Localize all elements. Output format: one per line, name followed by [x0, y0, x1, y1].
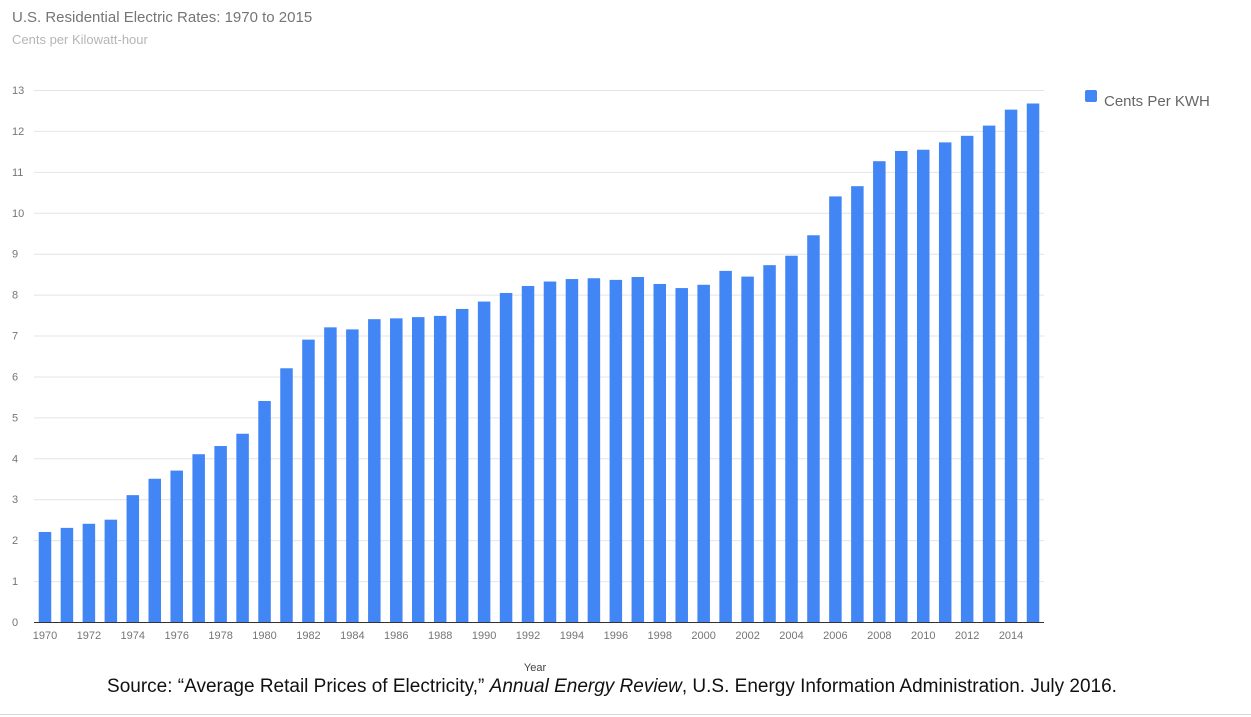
bar-1975 [148, 478, 162, 622]
bar-1973 [104, 519, 118, 622]
bar-1982 [302, 339, 315, 622]
bar-2001 [719, 270, 732, 622]
bar-1996 [609, 279, 623, 622]
x-axis-tick-labels: 1970 1972 1974 1976 1978 1980 1982 1984 1986 1988… [33, 630, 1024, 642]
x-tick-label: 2012 [955, 630, 979, 642]
bar-1986 [390, 318, 403, 622]
bar-2015 [1026, 103, 1040, 622]
x-tick-label: 2002 [735, 630, 759, 642]
bar-1992 [521, 286, 535, 622]
y-tick-label: 9 [12, 249, 18, 261]
bar-2000 [697, 284, 710, 622]
bar-1979 [236, 433, 249, 622]
x-tick-label: 2014 [999, 630, 1023, 642]
bar-series [38, 103, 1040, 623]
source-suffix: , U.S. Energy Information Administration… [681, 676, 1117, 697]
y-tick-label: 5 [12, 412, 18, 424]
y-tick-label: 2 [12, 535, 18, 547]
x-tick-label: 1970 [33, 630, 57, 642]
y-tick-label: 8 [12, 290, 18, 302]
source-prefix: Source: “Average Retail Prices of Electr… [107, 676, 490, 697]
bar-2012 [960, 135, 974, 622]
bar-1999 [675, 288, 688, 622]
x-tick-label: 1982 [296, 630, 320, 642]
footer-divider [0, 714, 1251, 715]
bar-1997 [631, 277, 645, 622]
bar-1988 [433, 315, 447, 622]
y-tick-label: 10 [12, 208, 24, 220]
bar-1993 [543, 281, 557, 622]
bar-1991 [499, 292, 513, 622]
bar-1971 [60, 527, 74, 622]
x-tick-label: 1998 [648, 630, 672, 642]
bar-2011 [938, 142, 952, 622]
x-tick-label: 1972 [77, 630, 101, 642]
gridlines [34, 90, 1044, 583]
bar-2010 [916, 149, 930, 622]
x-tick-label: 2000 [691, 630, 715, 642]
bar-2005 [807, 235, 820, 622]
bar-1978 [214, 446, 227, 622]
x-tick-label: 1990 [472, 630, 496, 642]
x-tick-label: 1988 [428, 630, 452, 642]
bar-2009 [895, 150, 908, 623]
bar-2004 [785, 255, 798, 623]
x-tick-label: 1994 [560, 630, 584, 642]
bar-1976 [170, 470, 183, 622]
x-tick-label: 1992 [516, 630, 540, 642]
bar-2014 [1004, 109, 1018, 622]
y-tick-label: 6 [12, 371, 18, 383]
bar-2008 [873, 161, 886, 622]
legend: Cents Per KWH [1085, 90, 1210, 110]
bar-1974 [126, 495, 140, 622]
chart-title: U.S. Residential Electric Rates: 1970 to… [12, 9, 312, 26]
legend-label: Cents Per KWH [1104, 93, 1210, 110]
bar-2007 [851, 186, 864, 623]
bar-1989 [455, 308, 469, 622]
bar-1981 [280, 368, 293, 622]
y-tick-label: 1 [12, 576, 18, 588]
bar-1990 [477, 301, 491, 622]
x-tick-label: 2008 [867, 630, 891, 642]
x-tick-label: 2010 [911, 630, 935, 642]
legend-swatch [1085, 90, 1097, 102]
x-tick-label: 1974 [121, 630, 145, 642]
x-tick-label: 2004 [779, 630, 803, 642]
bar-2006 [829, 196, 842, 622]
x-tick-label: 1978 [208, 630, 232, 642]
source-publication: Annual Energy Review [489, 676, 682, 697]
x-tick-label: 1986 [384, 630, 408, 642]
x-tick-label: 1980 [252, 630, 276, 642]
bar-1983 [324, 327, 337, 622]
source-note: Source: “Average Retail Prices of Electr… [0, 676, 1224, 698]
y-tick-label: 7 [12, 331, 18, 343]
bar-1984 [346, 329, 359, 622]
bar-1998 [653, 283, 667, 622]
y-tick-label: 3 [12, 494, 18, 506]
x-tick-label: 1996 [604, 630, 628, 642]
x-axis-title: Year [524, 662, 547, 674]
bar-2013 [982, 125, 996, 622]
bar-2002 [741, 276, 754, 622]
y-tick-label: 12 [12, 126, 24, 138]
bar-1985 [368, 319, 381, 622]
bar-1970 [38, 531, 52, 622]
y-tick-label: 11 [12, 167, 23, 179]
bar-1977 [192, 454, 205, 622]
bar-1995 [587, 278, 601, 622]
y-tick-label: 0 [12, 617, 18, 629]
y-tick-label: 4 [12, 453, 18, 465]
bar-1994 [565, 279, 579, 622]
x-tick-label: 2006 [823, 630, 847, 642]
bar-1980 [258, 401, 271, 622]
y-tick-label: 13 [12, 85, 24, 97]
x-tick-label: 1976 [164, 630, 188, 642]
chart-subtitle: Cents per Kilowatt-hour [12, 32, 149, 47]
bar-1972 [82, 523, 96, 622]
bar-1987 [411, 317, 425, 622]
bar-2003 [763, 265, 776, 622]
x-tick-label: 1984 [340, 630, 364, 642]
